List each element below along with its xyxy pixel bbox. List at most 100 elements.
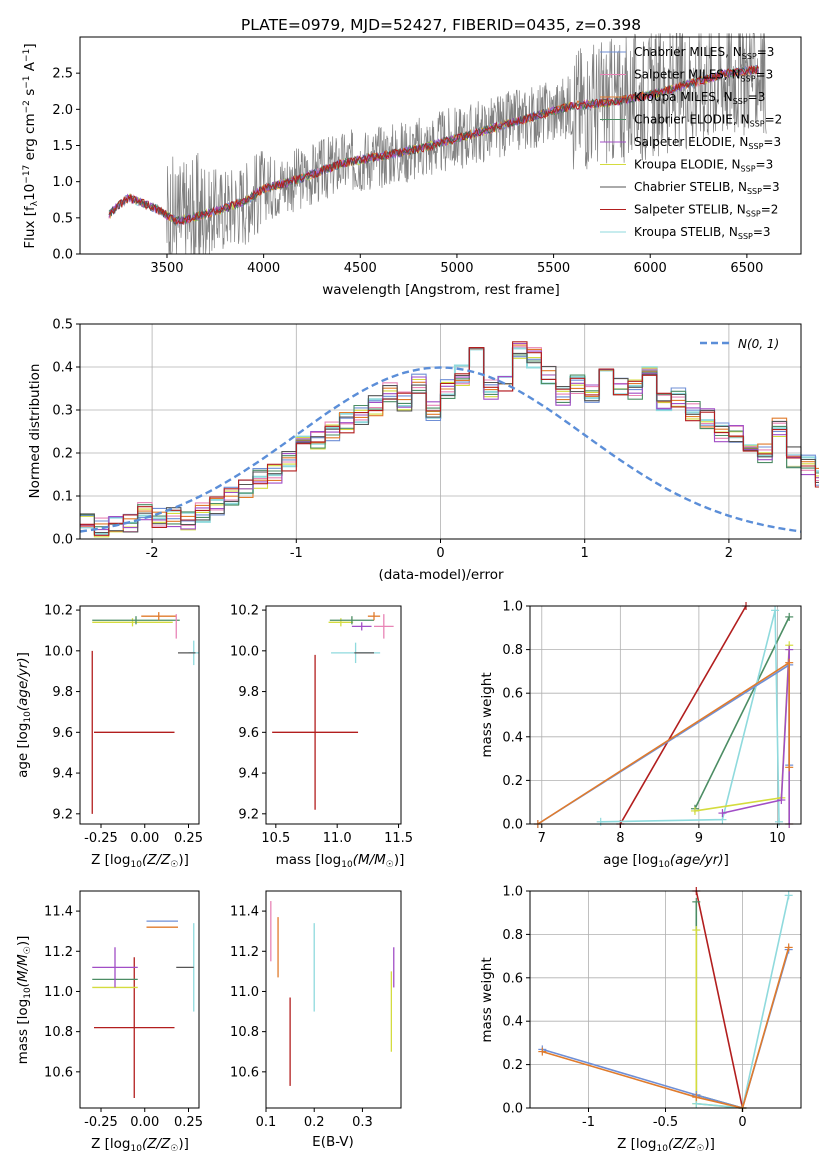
errorbar-point bbox=[92, 618, 173, 627]
sub: 10 bbox=[23, 711, 33, 723]
x-tick-label: 4000 bbox=[247, 261, 280, 276]
text: =3 bbox=[753, 225, 771, 239]
weight-marker bbox=[785, 612, 794, 621]
y-axis-label: mass [log10(M/M☉)] bbox=[15, 936, 33, 1065]
normal-curve bbox=[79, 366, 802, 533]
y-tick-label: 11.0 bbox=[44, 985, 73, 1000]
age-mass-panel-frame bbox=[265, 605, 402, 825]
y-tick-label: 0.5 bbox=[52, 211, 73, 226]
errorbar-point bbox=[328, 618, 354, 627]
weight-series bbox=[619, 605, 747, 825]
legend-entry: Chabrier ELODIE, NSSP=2 bbox=[634, 113, 782, 129]
x-tick-label: 7 bbox=[538, 831, 546, 846]
text: (M/M bbox=[15, 954, 31, 987]
legend-entry: Kroupa STELIB, NSSP=3 bbox=[634, 225, 771, 241]
x-tick-label: -2 bbox=[146, 546, 159, 561]
y-tick-label: 0.2 bbox=[52, 447, 73, 462]
y-tick-label: 0.8 bbox=[502, 928, 523, 943]
x-tick-label: 10 bbox=[769, 831, 786, 846]
legend-entry: Chabrier STELIB, NSSP=3 bbox=[634, 180, 780, 196]
sub: 10 bbox=[657, 1144, 669, 1154]
x-axis-label: wavelength [Angstrom, rest frame] bbox=[322, 282, 560, 298]
x-tick-label: 11.5 bbox=[384, 831, 413, 846]
weight-age-panel-frame bbox=[529, 605, 802, 825]
x-tick-label: 9 bbox=[695, 831, 703, 846]
y-tick-label: 11.4 bbox=[230, 905, 259, 920]
y-tick-label: 9.4 bbox=[52, 767, 73, 782]
x-tick-label: 0.25 bbox=[174, 831, 203, 846]
residual-panel-plot bbox=[79, 341, 819, 538]
residual-histogram bbox=[80, 342, 819, 531]
model-spectrum bbox=[108, 66, 759, 226]
y-tick-label: 0.1 bbox=[52, 490, 73, 505]
y-axis-label: mass weight bbox=[479, 957, 495, 1042]
y-axis-label: mass weight bbox=[479, 672, 495, 757]
x-tick-label: -0.25 bbox=[84, 831, 118, 846]
text: )] bbox=[15, 936, 31, 947]
x-axis-label: age [log10(age/yr)] bbox=[603, 852, 729, 870]
weight-series bbox=[694, 616, 790, 810]
text: erg cm bbox=[22, 113, 38, 164]
y-tick-label: 10.6 bbox=[230, 1065, 259, 1080]
weight-marker bbox=[538, 1047, 547, 1056]
legend-entry: Salpeter STELIB, NSSP=2 bbox=[634, 203, 778, 219]
y-tick-label: 10.0 bbox=[230, 644, 259, 659]
weight-marker bbox=[775, 817, 784, 826]
mass-ebv-panel-plot bbox=[270, 901, 395, 1086]
y-tick-label: 0.4 bbox=[502, 1015, 523, 1030]
text: =3 bbox=[756, 158, 774, 172]
weight-series bbox=[600, 610, 780, 823]
y-tick-label: 11.4 bbox=[44, 905, 73, 920]
y-tick-label: 0.6 bbox=[502, 971, 523, 986]
y-tick-label: 0.3 bbox=[52, 404, 73, 419]
y-tick-label: 0.0 bbox=[52, 533, 73, 548]
y-tick-label: 9.4 bbox=[238, 767, 259, 782]
sub: SSP bbox=[742, 52, 757, 61]
text: (Z/Z bbox=[668, 1136, 697, 1152]
y-tick-label: 9.6 bbox=[52, 726, 73, 741]
x-axis-label: Z [log10(Z/Z☉)] bbox=[91, 1136, 189, 1154]
errorbar-point bbox=[272, 654, 359, 810]
text: 10 bbox=[22, 184, 38, 201]
weight-marker bbox=[718, 809, 727, 818]
y-tick-label: 9.2 bbox=[52, 807, 73, 822]
x-tick-label: 6000 bbox=[634, 261, 667, 276]
residual-histogram bbox=[80, 346, 819, 533]
legend-entry: N(0, 1) bbox=[738, 337, 779, 351]
x-tick-label: 0.00 bbox=[130, 831, 159, 846]
x-tick-label: 4500 bbox=[344, 261, 377, 276]
y-axis-label: Normed distribution bbox=[27, 364, 43, 499]
errorbar-point bbox=[351, 622, 372, 631]
age-z-panel-frame bbox=[79, 605, 200, 825]
legend-entry: Salpeter MILES, NSSP=3 bbox=[634, 68, 773, 84]
y-tick-label: 10.0 bbox=[44, 644, 73, 659]
y-tick-label: 11.2 bbox=[230, 945, 259, 960]
weight-marker bbox=[690, 806, 699, 815]
x-tick-label: 5500 bbox=[537, 261, 570, 276]
x-tick-label: 6500 bbox=[730, 261, 763, 276]
x-tick-label: 11.0 bbox=[323, 831, 352, 846]
sub: 10 bbox=[131, 860, 143, 870]
legend-entry: Kroupa MILES, NSSP=3 bbox=[634, 90, 765, 106]
residual-histogram bbox=[80, 341, 819, 536]
sub: 10 bbox=[341, 860, 353, 870]
weight-marker bbox=[692, 897, 701, 906]
y-tick-label: 0.2 bbox=[502, 1058, 523, 1073]
legend-entry: Chabrier MILES, NSSP=3 bbox=[634, 45, 774, 61]
spectrum-panel-plot bbox=[108, 33, 767, 255]
errorbar-point bbox=[367, 612, 381, 621]
x-axis-label: E(B-V) bbox=[312, 1134, 354, 1150]
age-z-panel-plot bbox=[91, 612, 199, 814]
text: )] bbox=[394, 852, 405, 868]
y-tick-label: 2.0 bbox=[52, 103, 73, 118]
y-tick-label: 1.5 bbox=[52, 139, 73, 154]
text: ] bbox=[724, 852, 729, 868]
y-tick-label: 0.4 bbox=[52, 361, 73, 376]
text: =3 bbox=[762, 180, 780, 194]
x-tick-label: 3500 bbox=[150, 261, 183, 276]
sub: ☉ bbox=[696, 1144, 704, 1154]
sub: SSP bbox=[733, 97, 748, 106]
weight-marker bbox=[777, 796, 786, 805]
sub: λ bbox=[30, 200, 40, 206]
